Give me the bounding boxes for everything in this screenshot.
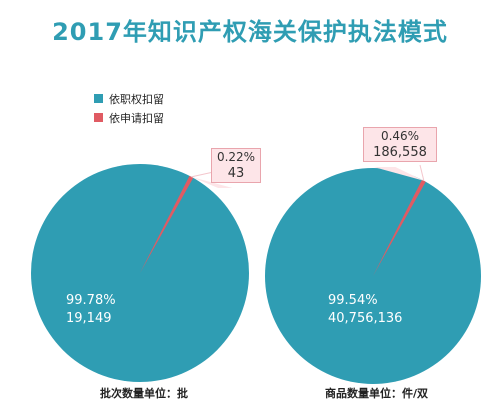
right-small-slice-value: 186,558 bbox=[373, 145, 427, 160]
right-small-slice-callout: 0.46% 186,558 bbox=[363, 127, 437, 162]
right-large-slice-label: 99.54% 40,756,136 bbox=[328, 292, 402, 328]
right-large-slice-percent: 99.54% bbox=[328, 293, 378, 308]
legend: 依职权扣留 依申请扣留 bbox=[94, 89, 164, 127]
legend-swatch-ex-officio bbox=[94, 94, 103, 103]
right-pie-slice-on-application bbox=[373, 179, 426, 276]
legend-item-on-application: 依申请扣留 bbox=[94, 108, 164, 127]
right-callout-leader bbox=[419, 164, 425, 181]
right-small-slice-percent: 0.46% bbox=[380, 129, 420, 143]
legend-item-ex-officio: 依职权扣留 bbox=[94, 89, 164, 108]
left-small-slice-callout: 0.22% 43 bbox=[211, 148, 261, 183]
right-unit-label: 商品数量单位：件/双 bbox=[325, 387, 429, 400]
left-large-slice-label: 99.78% 19,149 bbox=[66, 292, 116, 328]
right-callout-pointer bbox=[373, 167, 424, 181]
left-pie-slice-on-application bbox=[140, 175, 194, 273]
right-large-slice-value: 40,756,136 bbox=[328, 311, 403, 326]
left-unit-label: 批次数量单位：批 bbox=[100, 387, 188, 400]
legend-label-ex-officio: 依职权扣留 bbox=[109, 92, 164, 106]
left-small-slice-value: 43 bbox=[227, 166, 245, 181]
legend-swatch-on-application bbox=[94, 113, 103, 122]
left-large-slice-value: 19,149 bbox=[66, 311, 112, 326]
left-small-slice-percent: 0.22% bbox=[216, 150, 256, 164]
chart-title: 2017年知识产权海关保护执法模式 bbox=[52, 18, 448, 46]
legend-label-on-application: 依申请扣留 bbox=[109, 111, 164, 125]
left-large-slice-percent: 99.78% bbox=[66, 293, 116, 308]
